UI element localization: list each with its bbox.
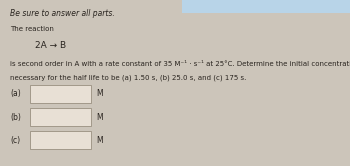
Text: (a): (a) (10, 89, 21, 98)
Text: Be sure to answer all parts.: Be sure to answer all parts. (10, 9, 115, 18)
FancyBboxPatch shape (30, 108, 91, 126)
Text: 2A → B: 2A → B (35, 41, 66, 50)
Text: M: M (96, 136, 103, 145)
Text: is second order in A with a rate constant of 35 M⁻¹ · s⁻¹ at 25°C. Determine the: is second order in A with a rate constan… (10, 59, 350, 67)
Text: necessary for the half life to be (a) 1.50 s, (b) 25.0 s, and (c) 175 s.: necessary for the half life to be (a) 1.… (10, 75, 247, 81)
Text: (c): (c) (10, 136, 21, 145)
Text: M: M (96, 89, 103, 98)
FancyBboxPatch shape (30, 85, 91, 103)
Text: M: M (96, 113, 103, 122)
FancyBboxPatch shape (30, 131, 91, 149)
Bar (182, 0, 350, 13)
Text: The reaction: The reaction (10, 26, 54, 32)
Text: (b): (b) (10, 113, 21, 122)
